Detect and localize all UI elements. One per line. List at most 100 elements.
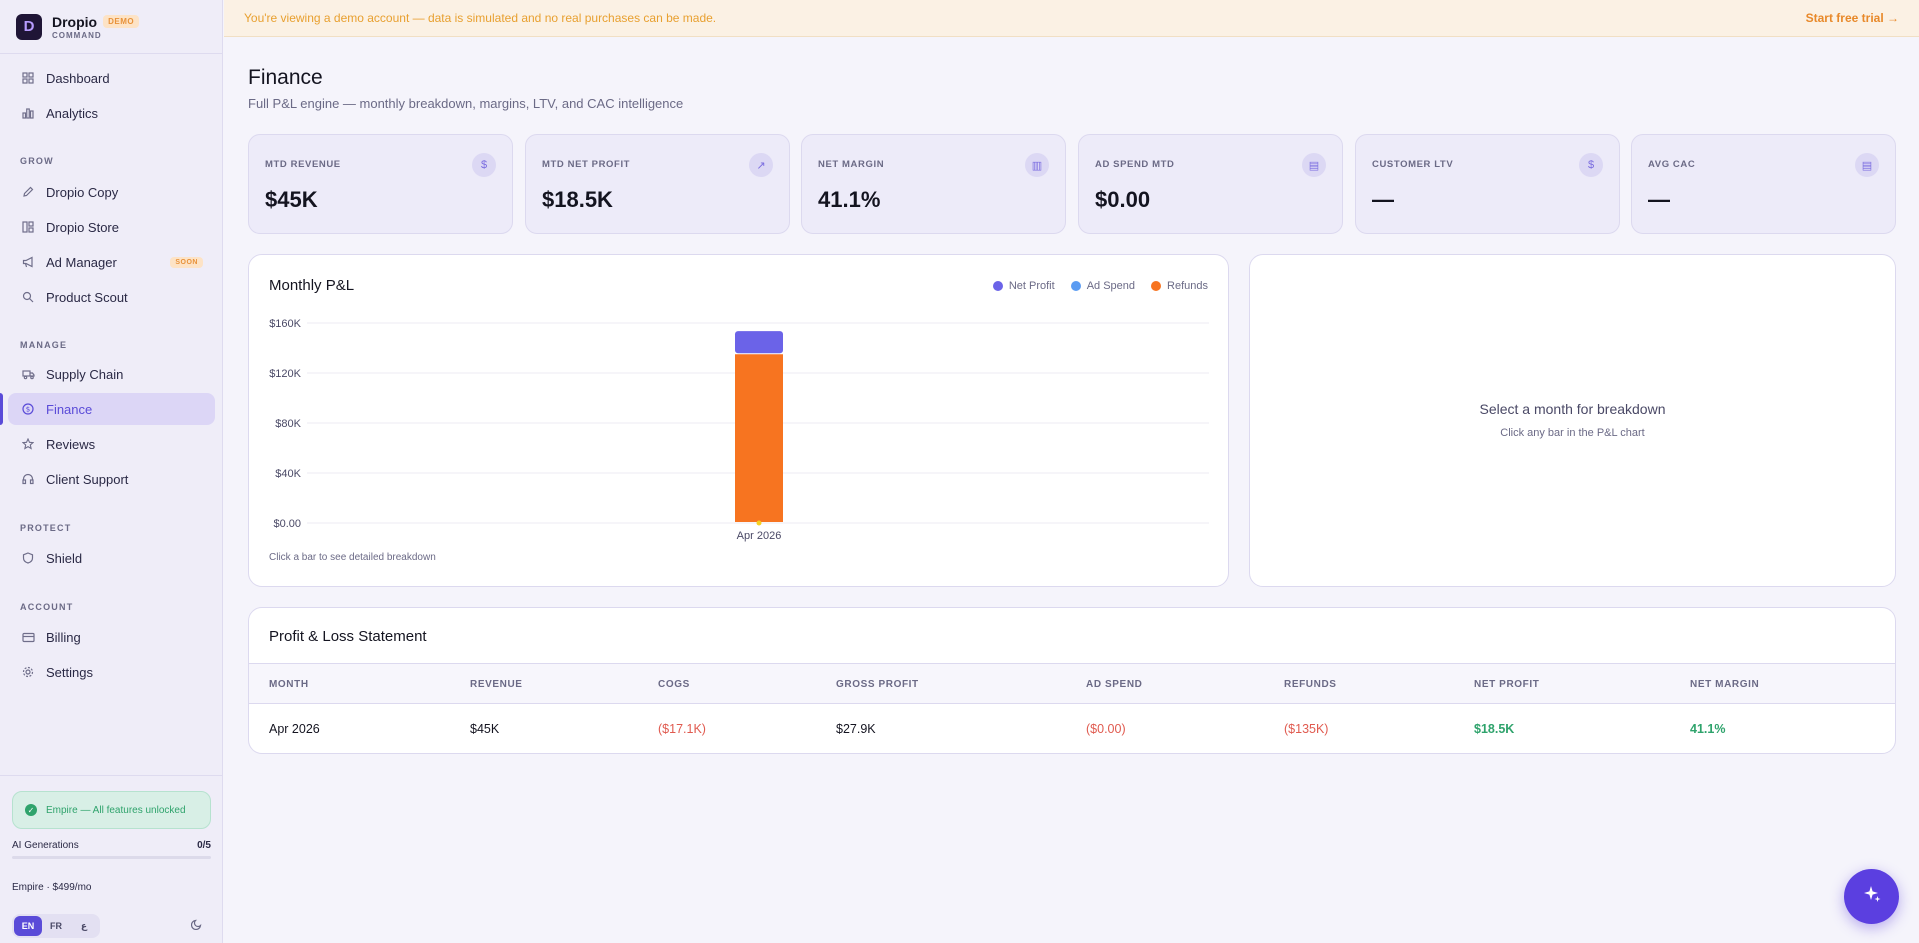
kpi-card-net-margin: NET MARGIN 41.1% ▥	[801, 134, 1066, 234]
receipt-icon: ▤	[1855, 153, 1879, 177]
sidebar-item-reviews[interactable]: Reviews	[8, 428, 215, 460]
sidebar-item-supply-chain[interactable]: Supply Chain	[8, 358, 215, 390]
chart-title: Monthly P&L	[269, 277, 355, 294]
bar-net-profit[interactable]	[735, 331, 783, 354]
sidebar-item-billing[interactable]: Billing	[8, 621, 215, 653]
breakdown-card: Select a month for breakdown Click any b…	[1249, 254, 1896, 587]
sidebar-item-label: Dropio Copy	[46, 184, 119, 200]
sidebar-item-shield[interactable]: Shield	[8, 542, 215, 574]
soon-badge: SOON	[170, 256, 203, 268]
kpi-value: $18.5K	[542, 187, 613, 212]
legend-net-profit[interactable]: Net Profit	[992, 280, 1055, 292]
start-free-trial-link[interactable]: Start free trial →	[1805, 11, 1899, 25]
sidebar-item-analytics[interactable]: Analytics	[8, 97, 215, 129]
headset-icon	[21, 472, 35, 486]
table-header: MONTH REVENUE COGS GROSS PROFIT AD SPEND REFU…	[249, 663, 1895, 704]
moon-icon[interactable]	[190, 918, 203, 933]
breakdown-title: Select a month for breakdown	[1479, 401, 1666, 417]
y-tick-label: $80K	[275, 418, 301, 430]
monthly-pl-card: Monthly P&L Net Profit Ad Spend Refunds $0…	[248, 254, 1229, 587]
table-cell-ad-spend: ($0.00)	[1086, 722, 1126, 736]
page-title: Finance	[248, 66, 323, 89]
brand-subtitle: COMMAND	[52, 30, 102, 40]
chart-hint: Click a bar to see detailed breakdown	[269, 552, 436, 563]
legend-ad-spend[interactable]: Ad Spend	[1070, 280, 1136, 292]
kpi-label: AVG CAC	[1648, 159, 1696, 170]
dollar-circle-icon: $	[21, 402, 35, 416]
pl-statement-card: Profit & Loss Statement MONTH REVENUE COGS…	[248, 607, 1896, 754]
sidebar-item-label: Dropio Store	[46, 219, 119, 235]
sidebar-item-label: Client Support	[46, 471, 129, 487]
column-header: AD SPEND	[1086, 679, 1143, 690]
legend-label: Ad Spend	[1086, 280, 1136, 292]
nav-section-protect: PROTECT	[20, 523, 72, 533]
nav-section-manage: MANAGE	[20, 340, 68, 350]
legend-refunds[interactable]: Refunds	[1151, 280, 1208, 292]
kpi-label: NET MARGIN	[818, 159, 885, 170]
language-switcher: EN FR ع	[12, 914, 100, 938]
ad-spend-marker	[756, 520, 762, 526]
sidebar-item-label: Shield	[46, 550, 83, 566]
sidebar-item-settings[interactable]: Settings	[8, 656, 215, 688]
svg-text:$: $	[26, 406, 30, 414]
sidebar-item-ad-manager[interactable]: Ad Manager SOON	[8, 246, 215, 278]
gear-icon	[21, 665, 35, 679]
table-row[interactable]: Apr 2026 $45K ($17.1K) $27.9K ($0.00) ($135K)…	[249, 704, 1895, 752]
demo-banner-message: You're viewing a demo account — data is …	[244, 11, 717, 25]
sidebar-item-label: Billing	[46, 629, 81, 645]
bar-chart-icon	[21, 106, 35, 120]
ai-assistant-button[interactable]	[1844, 869, 1899, 924]
nav-section-grow: GROW	[20, 156, 54, 166]
demo-badge: DEMO	[103, 15, 140, 28]
credit-card-icon	[21, 630, 35, 644]
kpi-label: AD SPEND MTD	[1095, 159, 1175, 170]
sidebar-footer: ✓ Empire — All features unlocked AI Gene…	[0, 775, 223, 943]
sidebar-item-product-scout[interactable]: Product Scout	[8, 281, 215, 313]
column-header: NET PROFIT	[1474, 679, 1540, 690]
sidebar-item-label: Product Scout	[46, 289, 128, 305]
sidebar-item-finance[interactable]: $ Finance	[0, 393, 215, 425]
kpi-value: $0.00	[1095, 187, 1151, 212]
x-tick-label: Apr 2026	[737, 530, 782, 542]
sidebar-item-label: Ad Manager	[46, 254, 117, 270]
kpi-card-mtd-revenue: MTD REVENUE $45K $	[248, 134, 513, 234]
table-cell-net-margin: 41.1%	[1690, 722, 1726, 736]
kpi-value: 41.1%	[818, 187, 881, 212]
legend-dot	[1151, 281, 1162, 291]
y-tick-label: $160K	[269, 318, 301, 330]
kpi-value: —	[1372, 187, 1394, 212]
nav-section-account: ACCOUNT	[20, 602, 74, 612]
sidebar-item-label: Supply Chain	[46, 366, 124, 382]
kpi-value: $45K	[265, 187, 318, 212]
sidebar-item-dashboard[interactable]: Dashboard	[8, 62, 215, 94]
bar-refunds[interactable]	[735, 354, 783, 522]
y-tick-label: $40K	[275, 468, 301, 480]
column-header: REVENUE	[470, 679, 523, 690]
breakdown-subtitle: Click any bar in the P&L chart	[1500, 427, 1645, 439]
plan-status: ✓ Empire — All features unlocked	[12, 791, 211, 829]
legend-dot	[1070, 281, 1081, 291]
language-option[interactable]: FR	[50, 921, 62, 931]
sidebar-item-label: Finance	[46, 401, 93, 417]
y-tick-label: $0.00	[273, 518, 301, 530]
demo-banner: You're viewing a demo account — data is …	[224, 0, 1919, 37]
store-icon	[21, 220, 35, 234]
language-option[interactable]: EN	[14, 916, 42, 936]
sidebar-item-dropio-store[interactable]: Dropio Store	[8, 211, 215, 243]
column-header: MONTH	[269, 679, 309, 690]
brand[interactable]: D Dropio DEMO COMMAND	[0, 0, 222, 54]
column-header: COGS	[658, 679, 690, 690]
sidebar-item-dropio-copy[interactable]: Dropio Copy	[8, 176, 215, 208]
sidebar: D Dropio DEMO COMMAND Dashboard Analytic…	[0, 0, 223, 943]
trending-up-icon: ↗	[749, 153, 773, 177]
plan-status-text: Empire — All features unlocked	[46, 804, 186, 816]
ai-generations-label: AI Generations	[12, 840, 79, 851]
sidebar-item-client-support[interactable]: Client Support	[8, 463, 215, 495]
shield-icon	[21, 551, 35, 565]
sidebar-item-label: Analytics	[46, 105, 99, 121]
language-option[interactable]: ع	[80, 920, 88, 931]
ai-generations-count: 0/5	[197, 840, 211, 851]
kpi-card-avg-cac: AVG CAC — ▤	[1631, 134, 1896, 234]
megaphone-icon	[21, 255, 35, 269]
bar-chart-icon: ▥	[1025, 153, 1049, 177]
